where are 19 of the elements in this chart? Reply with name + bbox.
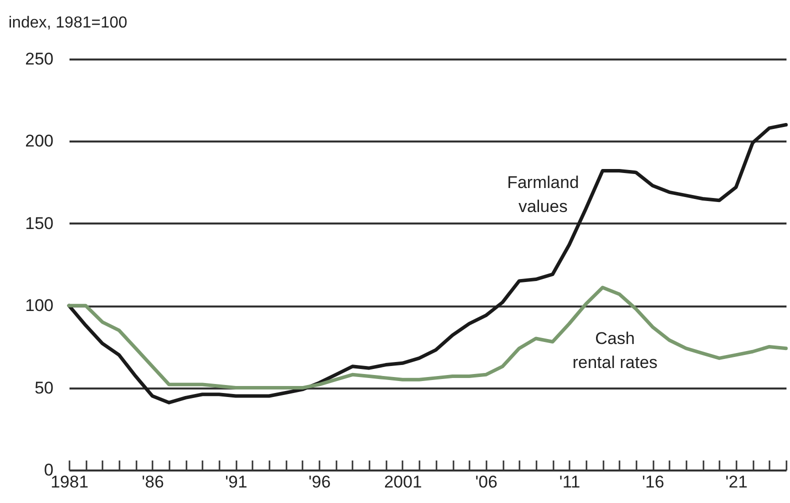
line-series	[67, 286, 788, 390]
x-tick-label: '86	[142, 472, 164, 492]
y-tick-label: 0	[44, 460, 54, 480]
x-tick-label: '91	[225, 472, 248, 492]
x-tick-label: '16	[642, 472, 664, 492]
x-tick-label: '21	[725, 472, 748, 492]
series-label: Cash rental rates	[572, 329, 658, 372]
y-tick-label: 200	[25, 132, 54, 151]
x-tick-label: 2001	[384, 472, 422, 492]
y-axis-title: index, 1981=100	[8, 14, 128, 32]
line-series	[67, 123, 788, 404]
y-tick-label: 150	[25, 214, 54, 233]
series-label: Farmland values	[507, 173, 579, 216]
x-tick-label: '06	[475, 472, 498, 492]
x-tick-label: '11	[559, 472, 580, 492]
y-tick-label: 250	[25, 50, 54, 68]
y-tick-label: 50	[34, 378, 54, 398]
x-tick-label: '96	[308, 472, 331, 492]
y-tick-label: 100	[25, 296, 54, 316]
